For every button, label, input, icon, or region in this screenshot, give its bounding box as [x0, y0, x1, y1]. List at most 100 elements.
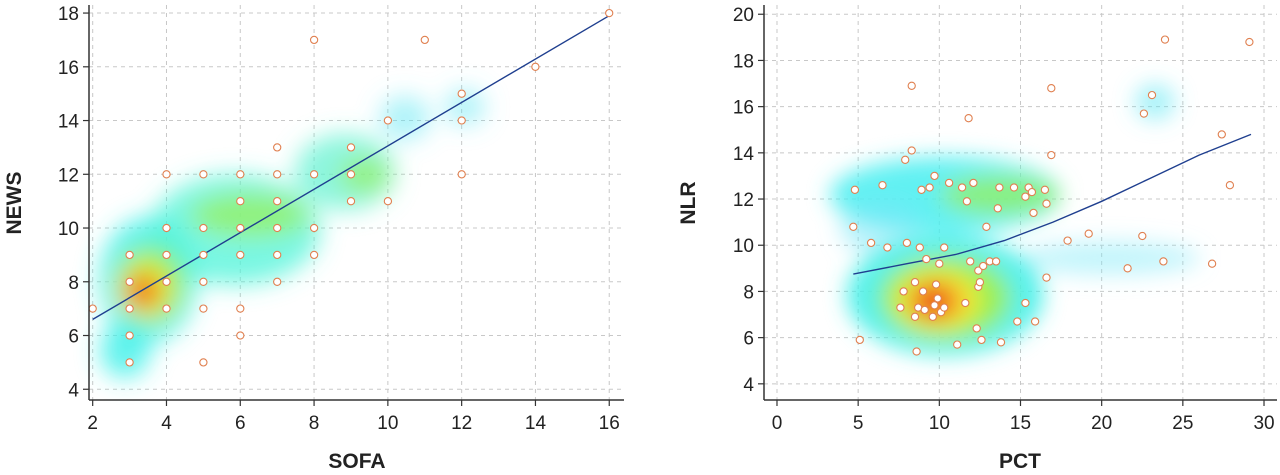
data-point — [1159, 257, 1168, 266]
data-point — [162, 277, 171, 286]
data-point — [922, 254, 931, 264]
x-axis-title: SOFA — [328, 450, 385, 473]
data-point — [162, 250, 171, 260]
data-point — [977, 335, 986, 345]
data-point — [910, 278, 920, 287]
data-point — [273, 197, 282, 206]
data-point — [383, 197, 393, 206]
data-point — [979, 261, 988, 271]
data-point — [896, 303, 905, 312]
y-tick-label: 14 — [733, 144, 755, 165]
data-point — [199, 223, 208, 233]
data-point — [930, 171, 939, 181]
data-point — [912, 347, 921, 356]
y-axis-title: NLR — [677, 181, 700, 224]
data-point — [933, 294, 942, 303]
data-point — [935, 259, 944, 268]
data-point — [883, 243, 892, 252]
x-tick-label: 2 — [87, 413, 98, 434]
data-point — [605, 8, 614, 18]
data-point — [966, 257, 975, 266]
data-points — [849, 35, 1254, 356]
data-point — [1021, 298, 1030, 308]
y-tick-label: 4 — [743, 375, 754, 396]
data-point — [975, 278, 985, 287]
data-point — [346, 170, 356, 179]
y-tick-label: 10 — [733, 236, 754, 257]
data-point — [199, 250, 208, 260]
data-point — [969, 178, 978, 188]
y-tick-label: 8 — [68, 273, 79, 294]
data-point — [1225, 181, 1235, 190]
data-point — [917, 185, 926, 194]
data-point — [1027, 187, 1037, 197]
data-point — [1207, 259, 1217, 268]
data-point — [907, 146, 916, 155]
density-blob — [132, 282, 152, 302]
data-point — [1160, 35, 1170, 44]
x-tick-label: 15 — [1010, 413, 1031, 434]
data-point — [1063, 236, 1072, 245]
x-tick-label: 10 — [377, 413, 398, 434]
data-point — [199, 170, 208, 179]
chart-pct-nlr: 0 5 10 15 20 25 30 4 6 8 10 12 14 16 18 20 PCT NLR — [677, 5, 1277, 473]
data-point — [901, 155, 910, 164]
data-point — [982, 222, 991, 231]
x-axis-title: PCT — [999, 450, 1041, 473]
data-point — [920, 305, 929, 315]
data-point — [236, 304, 245, 313]
y-tick-label: 6 — [68, 327, 79, 348]
y-tick-label: 14 — [58, 112, 80, 133]
data-point — [944, 178, 954, 188]
x-tick-label: 4 — [161, 413, 172, 434]
data-point — [1084, 229, 1093, 238]
data-point — [991, 257, 1001, 266]
data-point — [309, 223, 319, 233]
density-blob — [445, 89, 485, 125]
data-point — [88, 304, 97, 313]
data-point — [972, 324, 981, 333]
data-point — [996, 338, 1006, 347]
x-tick-label: 5 — [853, 413, 864, 434]
data-point — [993, 204, 1002, 213]
data-point — [961, 298, 970, 308]
data-point — [964, 114, 973, 123]
axes: 0 5 10 15 20 25 30 4 6 8 10 12 14 16 18 20 — [733, 5, 1277, 434]
trend-line — [92, 15, 610, 321]
data-point — [199, 304, 208, 313]
data-point — [1013, 317, 1022, 326]
data-point — [953, 340, 962, 349]
data-point — [850, 185, 860, 194]
data-point — [457, 89, 466, 98]
data-point — [907, 81, 916, 90]
data-point — [1021, 192, 1030, 201]
data-point — [940, 243, 949, 252]
data-point — [273, 143, 282, 152]
data-point — [273, 223, 282, 233]
data-point — [236, 170, 245, 179]
y-tick-label: 18 — [733, 51, 754, 72]
x-tick-label: 12 — [451, 413, 472, 434]
data-point — [928, 312, 937, 321]
x-tick-label: 20 — [1091, 413, 1112, 434]
data-point — [1217, 130, 1226, 139]
data-point — [930, 301, 939, 310]
data-point — [273, 277, 282, 286]
data-point — [125, 304, 134, 313]
data-point — [1009, 183, 1019, 192]
data-point — [309, 35, 319, 45]
data-point — [346, 143, 356, 152]
data-point — [866, 238, 876, 248]
x-tick-label: 10 — [929, 413, 950, 434]
data-point — [918, 287, 928, 296]
data-point — [974, 266, 983, 275]
data-point — [199, 277, 208, 286]
data-point — [1147, 90, 1157, 100]
data-point — [1138, 231, 1147, 241]
data-point — [995, 183, 1004, 192]
data-point — [236, 250, 245, 260]
data-point — [1042, 199, 1051, 208]
